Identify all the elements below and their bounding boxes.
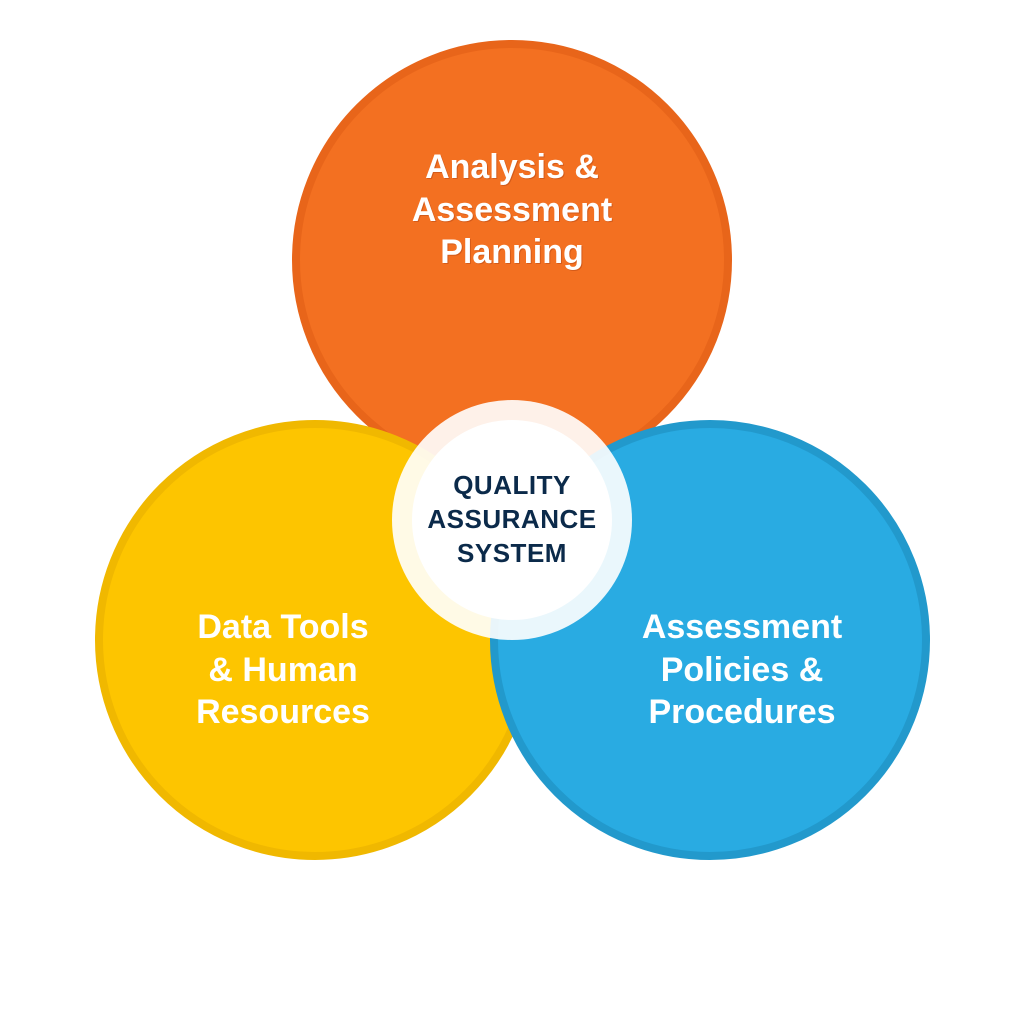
- venn-circle-right-label: Assessment Policies & Procedures: [612, 606, 872, 734]
- venn-center-circle: QUALITY ASSURANCE SYSTEM: [392, 400, 632, 640]
- venn-diagram: Analysis & Assessment Planning Data Tool…: [0, 0, 1024, 1024]
- venn-center-label: QUALITY ASSURANCE SYSTEM: [427, 469, 596, 570]
- venn-center-circle-inner: QUALITY ASSURANCE SYSTEM: [412, 420, 612, 620]
- venn-circle-top-label: Analysis & Assessment Planning: [382, 146, 642, 274]
- venn-circle-left-label: Data Tools & Human Resources: [166, 606, 400, 734]
